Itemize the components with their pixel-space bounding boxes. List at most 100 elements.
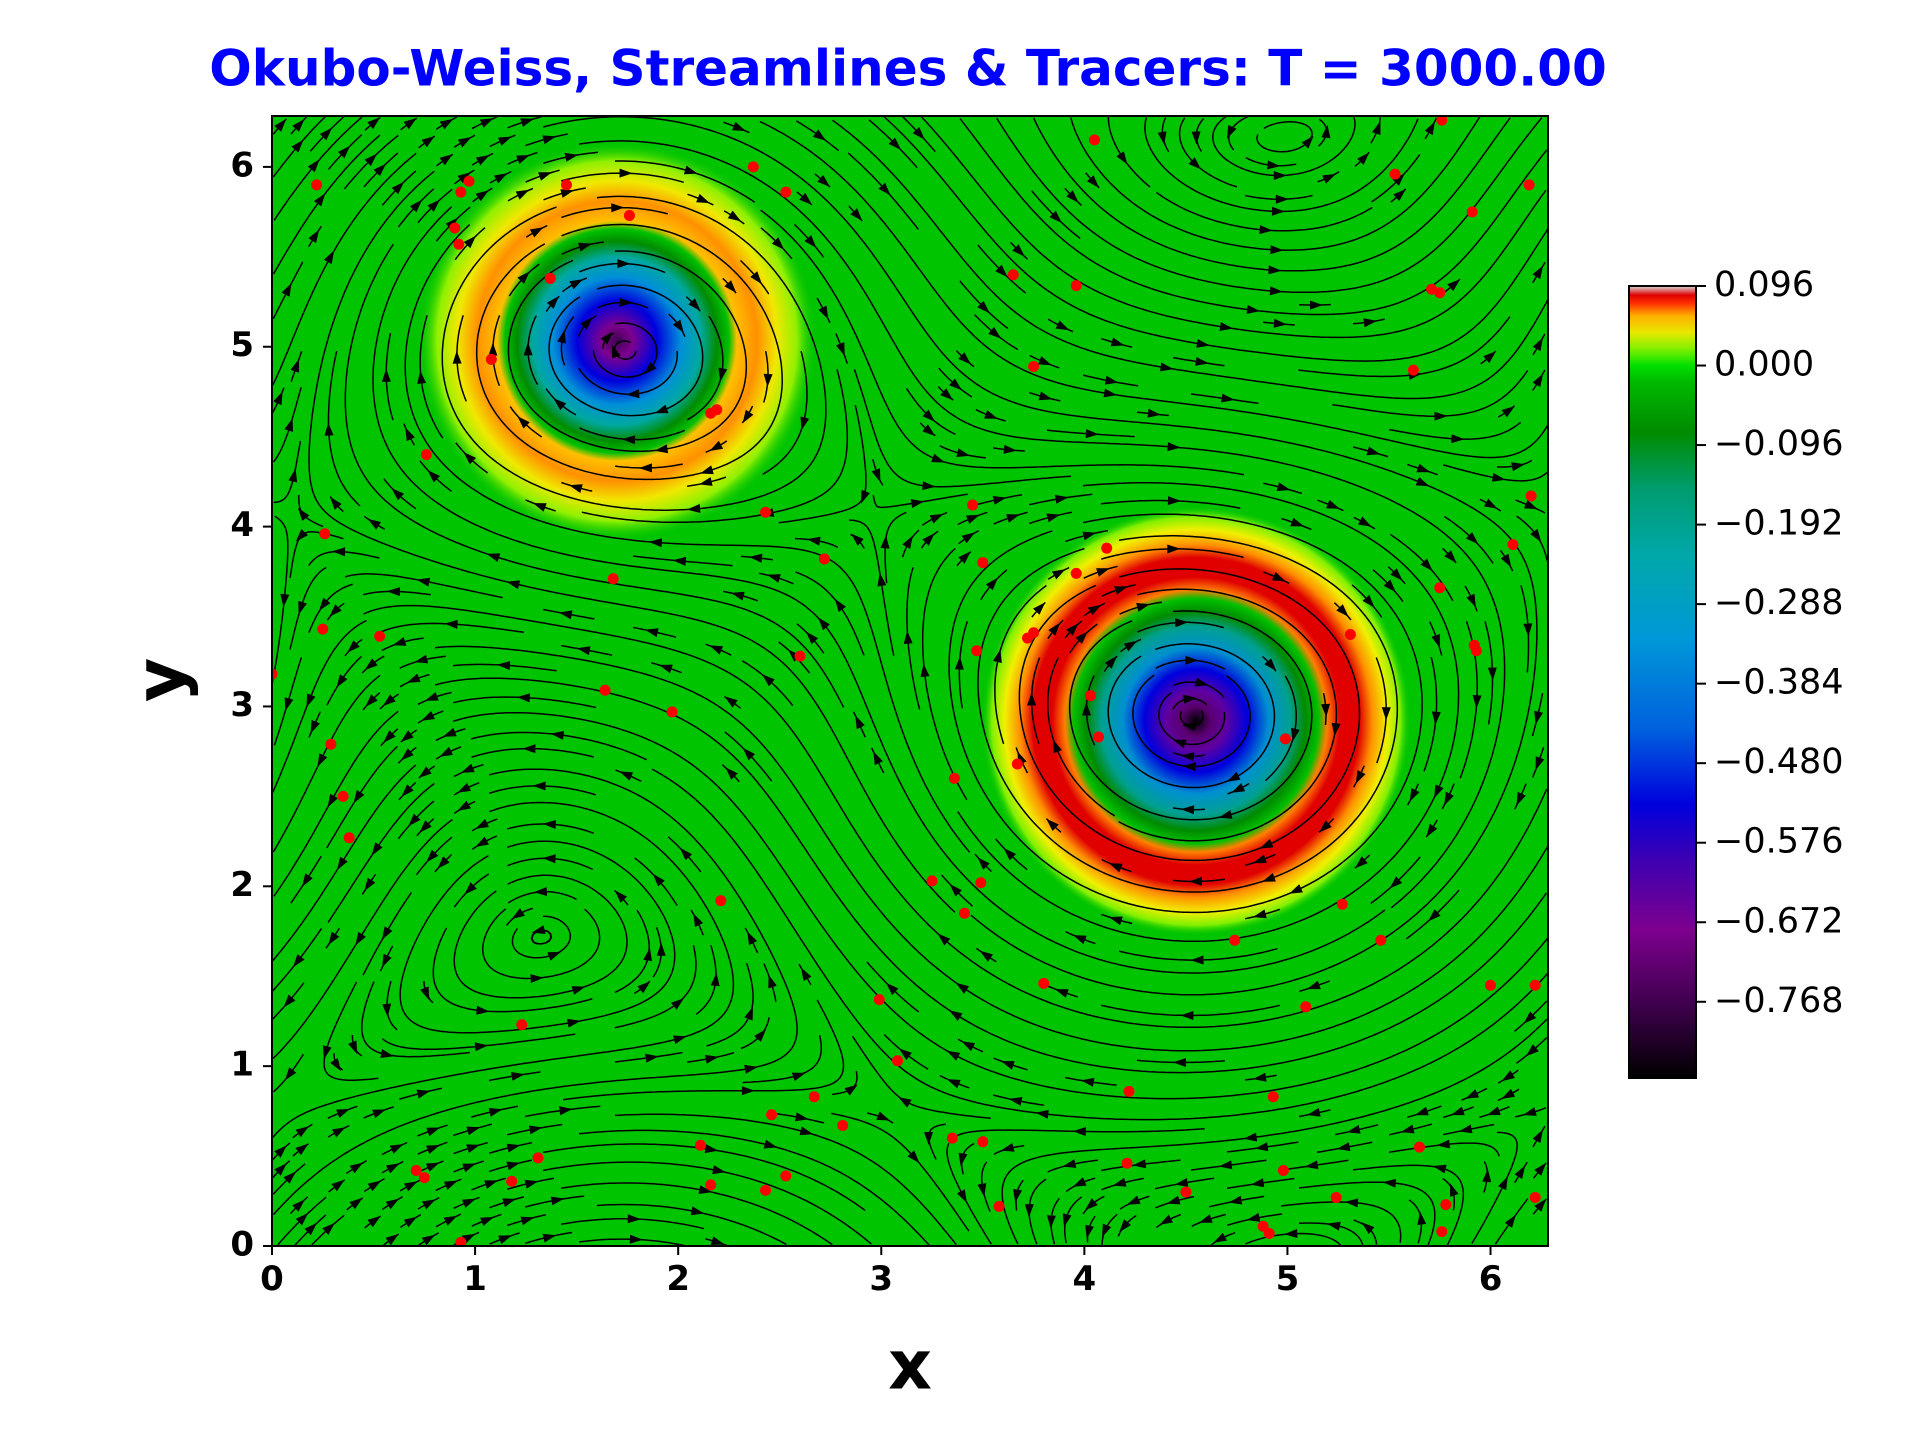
streamline-arrow [439,118,454,130]
streamline-arrow [355,932,366,946]
streamline-arrow [462,1163,476,1173]
streamline-arrow [1126,1195,1141,1205]
streamline-arrow [878,182,891,196]
streamline-arrow [381,926,393,940]
streamline-arrow [704,1144,719,1154]
streamline-arrow [528,1125,543,1135]
streamline-arrow [538,172,552,181]
streamline-arrow [439,746,453,757]
streamline-arrow [920,663,930,678]
streamline-arrow [742,747,756,761]
streamline-arrow [877,572,887,587]
streamline-arrow [308,229,320,243]
tracer [695,1139,707,1151]
streamline-arrow [1046,1215,1056,1229]
streamline-arrow [401,748,414,761]
streamline-arrow [1226,771,1241,782]
streamline-arrow [644,362,657,375]
streamline-arrow [403,118,417,130]
streamline-arrow [281,283,292,297]
streamline-arrow [672,556,687,566]
streamline-arrow [1275,194,1289,204]
y-tick-label: 2 [230,865,254,905]
streamline-arrow [1327,1221,1341,1231]
tracer [485,353,497,365]
tracer [1267,1091,1279,1103]
streamline-arrow [619,771,634,781]
streamline-arrow [958,352,971,365]
streamline-arrow [330,1058,342,1072]
tracer [1101,542,1113,554]
tracer [319,528,331,540]
streamline-arrow [1147,408,1161,418]
streamline-arrow [1001,1061,1015,1070]
streamline-arrow [1182,722,1196,731]
streamline-arrow [750,271,762,285]
streamline-arrow [1003,444,1017,454]
streamline-arrow [1046,513,1061,523]
tracer [967,499,979,511]
streamline-arrow [317,753,328,767]
streamline-arrow [295,529,308,542]
streamline-arrow [466,1126,481,1136]
colorbar-tick-label: −0.288 [1714,583,1844,623]
streamline-arrow [614,890,627,903]
streamline-arrow [1326,499,1340,509]
streamline-arrow [310,719,320,734]
streamline-arrow [1075,631,1088,644]
streamline-arrow [795,1112,809,1122]
streamline-arrow [922,533,935,546]
streamline-arrow [371,842,383,856]
streamline-arrow [1271,206,1285,216]
streamline-arrow [1450,1183,1459,1197]
streamline-arrow [955,982,970,994]
streamline-arrow [922,409,935,422]
streamline-arrow [1428,909,1441,922]
streamline-arrow [1322,174,1336,184]
streamline-arrow [1167,496,1181,506]
x-tick-label: 1 [463,1259,487,1299]
colorbar-ticks: 0.096 0.000 −0.096 −0.192 −0.288 −0.384 −0.480… [1696,265,1844,1021]
streamline-arrow [659,664,673,674]
streamline-arrow [1336,604,1349,617]
tracer [760,506,772,518]
streamline-arrow [1196,339,1210,348]
streamline-arrow [367,1180,382,1192]
streamline-arrow [710,972,720,987]
tracer [1344,629,1356,641]
streamline-arrow [389,1144,404,1154]
streamline-arrow [288,468,298,483]
tracer [337,790,349,802]
streamline-arrow [1532,373,1544,388]
streamline-arrow [977,1183,987,1197]
streamline-arrow [622,435,636,445]
streamline-arrow [1466,593,1476,608]
streamline-arrow [532,781,546,791]
streamline-arrow [1511,462,1525,472]
streamline-arrow [1355,856,1368,869]
tracer [560,179,572,191]
streamline-arrow [656,942,666,956]
streamline-arrow [690,1206,705,1216]
tracer [760,1184,772,1196]
streamline-arrow [329,496,342,510]
streamline-arrow [571,986,586,995]
streamline-arrow [1267,160,1281,170]
streamline-arrow [409,199,423,213]
streamline-arrow [533,503,547,512]
streamline-arrow [511,908,525,919]
streamline-arrow [365,694,378,707]
streamline-arrow [1191,131,1201,145]
y-tick-label: 1 [230,1045,254,1085]
streamline-arrow [652,873,665,887]
tracer [1070,280,1082,292]
streamline-arrow [1167,544,1181,554]
colorbar-tick-label: −0.768 [1714,981,1844,1021]
streamline-arrow [1426,823,1438,837]
streamline-arrow [1451,1106,1465,1116]
streamline-arrow [1167,442,1181,452]
streamline-arrow [523,342,533,356]
streamline-arrow [560,189,574,198]
streamline-arrow [1226,125,1237,139]
